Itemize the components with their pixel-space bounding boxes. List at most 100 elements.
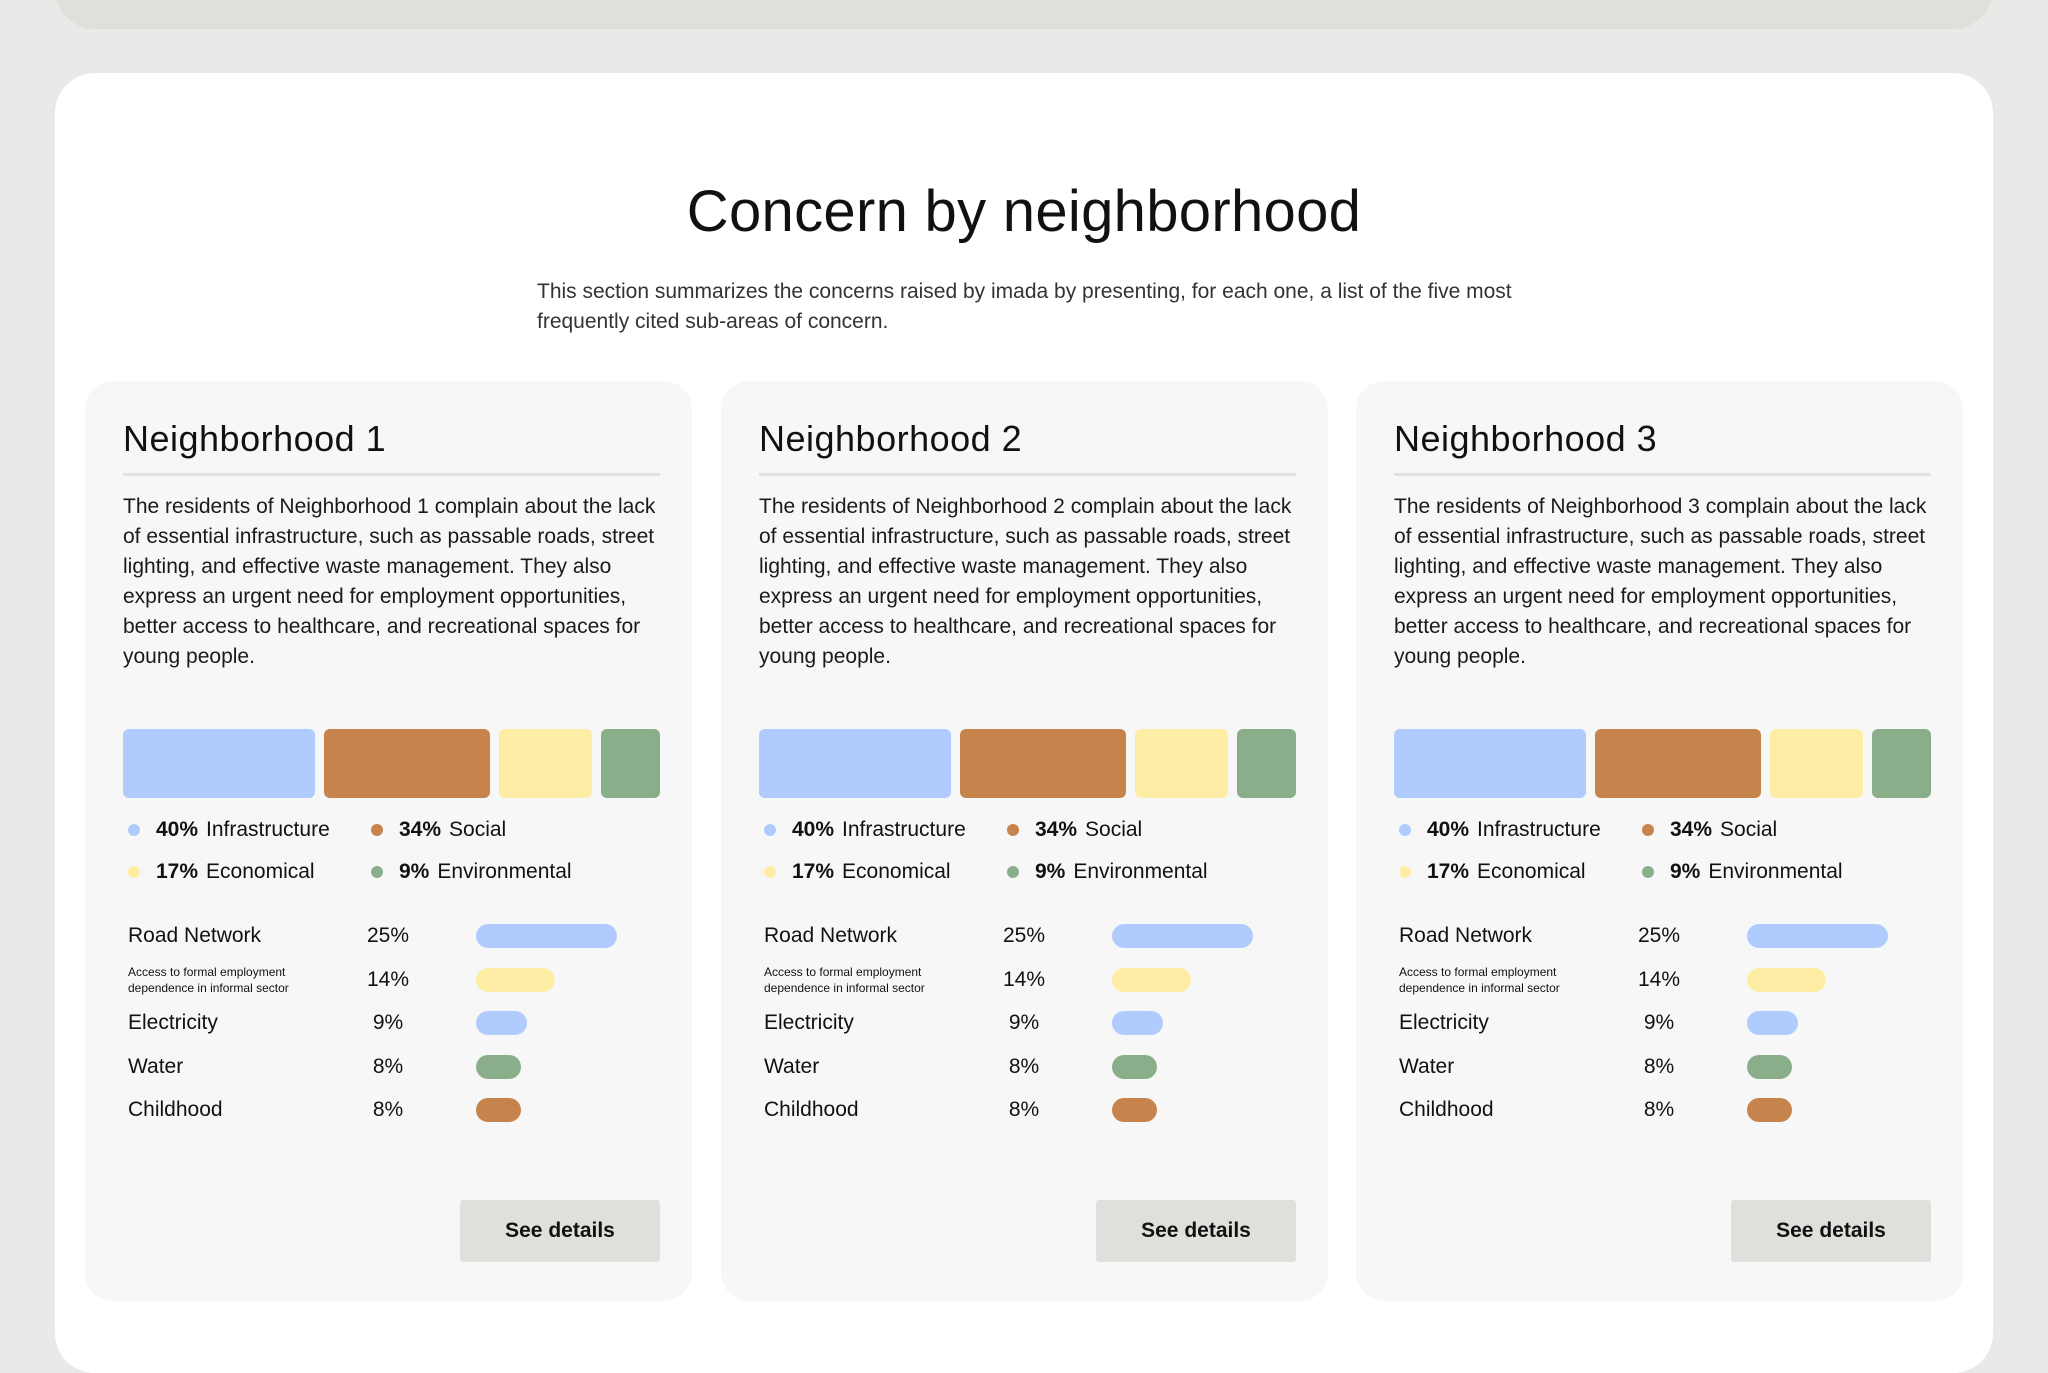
legend-percent: 40% xyxy=(1427,818,1470,841)
legend-dot-icon xyxy=(764,824,776,836)
legend-item-infrastructure: 40% Infrastructure xyxy=(764,818,966,842)
subarea-label: Childhood xyxy=(764,1098,859,1121)
card-title: Neighborhood 3 xyxy=(1394,418,1658,459)
neighborhood-card: Neighborhood 1 The residents of Neighbor… xyxy=(85,381,692,1301)
legend-percent: 34% xyxy=(1670,818,1713,841)
subarea-percent: 14% xyxy=(1637,967,1681,991)
legend-item-infrastructure: 40% Infrastructure xyxy=(128,818,330,842)
subarea-percent: 9% xyxy=(1643,1011,1675,1034)
subarea-percent: 25% xyxy=(1637,924,1681,947)
subarea-row: Water 8% xyxy=(128,1047,658,1087)
subarea-bar xyxy=(476,924,617,948)
subarea-label: Road Network xyxy=(764,924,898,947)
subarea-bar xyxy=(476,1054,522,1079)
subarea-label: Water xyxy=(1399,1054,1455,1078)
subarea-bar xyxy=(1747,1054,1793,1079)
subarea-bar xyxy=(1747,924,1888,948)
subarea-row: Childhood 8% xyxy=(1399,1090,1929,1130)
stacked-segment-social xyxy=(324,729,491,798)
subarea-percent: 14% xyxy=(366,967,410,991)
legend-label: Infrastructure xyxy=(842,818,966,841)
subarea-label: Road Network xyxy=(1399,924,1533,947)
legend-percent: 34% xyxy=(1035,818,1078,841)
subarea-row: Road Network 25% xyxy=(1399,916,1929,956)
subarea-row: Electricity 9% xyxy=(1399,1003,1929,1043)
subarea-bar xyxy=(1112,967,1191,992)
subarea-percent: 9% xyxy=(1008,1011,1040,1034)
subarea-bar xyxy=(476,1011,527,1035)
subarea-label: Electricity xyxy=(128,1011,218,1034)
subarea-bar xyxy=(1747,967,1826,992)
subarea-bar xyxy=(1747,1011,1798,1035)
section-subtitle: This section summarizes the concerns rai… xyxy=(537,280,1512,333)
legend-label: Infrastructure xyxy=(1477,818,1601,841)
subarea-bar xyxy=(1112,1011,1163,1035)
subarea-percent: 8% xyxy=(372,1054,404,1078)
card-description: The residents of Neighborhood 1 complain… xyxy=(123,495,656,668)
legend-dot-icon xyxy=(1007,824,1019,836)
subarea-label: Access to formal employment dependence i… xyxy=(128,964,289,995)
legend-label: Economical xyxy=(1477,860,1586,883)
subarea-percent: 9% xyxy=(372,1011,404,1034)
subarea-percent: 8% xyxy=(1008,1054,1040,1078)
legend-dot-icon xyxy=(128,866,140,878)
legend-percent: 17% xyxy=(156,860,199,883)
category-stacked-bar xyxy=(123,729,660,798)
legend-dot-icon xyxy=(371,866,383,878)
subarea-label: Water xyxy=(128,1054,184,1078)
section-title: Concern by neighborhood xyxy=(686,179,1362,244)
legend-label: Economical xyxy=(842,860,951,883)
subarea-row: Road Network 25% xyxy=(764,916,1294,956)
card-title: Neighborhood 2 xyxy=(759,418,1023,459)
subarea-percent: 25% xyxy=(366,924,410,947)
see-details-button[interactable]: See details xyxy=(1731,1200,1931,1262)
subarea-label: Access to formal employment dependence i… xyxy=(1399,964,1560,995)
subarea-row: Childhood 8% xyxy=(764,1090,1294,1130)
legend-dot-icon xyxy=(1642,824,1654,836)
legend-item-environmental: 9% Environmental xyxy=(371,860,572,884)
subarea-row: Electricity 9% xyxy=(764,1003,1294,1043)
subarea-label: Electricity xyxy=(1399,1011,1489,1034)
subarea-label: Childhood xyxy=(128,1098,223,1121)
top-panel xyxy=(55,0,1993,29)
stacked-segment-infrastructure xyxy=(759,729,951,798)
subarea-bar xyxy=(1112,1054,1158,1079)
legend-item-economical: 17% Economical xyxy=(128,860,315,884)
stacked-segment-environmental xyxy=(1872,729,1931,798)
subarea-percent: 8% xyxy=(1008,1098,1040,1121)
legend-percent: 40% xyxy=(792,818,835,841)
card-description: The residents of Neighborhood 3 complain… xyxy=(1394,495,1927,668)
subarea-bar xyxy=(1112,1098,1158,1122)
subarea-bar xyxy=(1747,1098,1793,1122)
neighborhood-card: Neighborhood 2 The residents of Neighbor… xyxy=(721,381,1328,1301)
card-description: The residents of Neighborhood 2 complain… xyxy=(759,495,1292,668)
subarea-row: Access to formal employment dependence i… xyxy=(1399,960,1929,1000)
legend-label: Environmental xyxy=(437,860,572,883)
see-details-button[interactable]: See details xyxy=(460,1200,660,1262)
stacked-segment-economical xyxy=(1135,729,1229,798)
legend-label: Infrastructure xyxy=(206,818,330,841)
legend-item-environmental: 9% Environmental xyxy=(1007,860,1208,884)
subarea-percent: 8% xyxy=(1643,1098,1675,1121)
subarea-row: Childhood 8% xyxy=(128,1090,658,1130)
legend-label: Social xyxy=(449,818,507,841)
legend-percent: 17% xyxy=(1427,860,1470,883)
legend-label: Economical xyxy=(206,860,315,883)
legend-dot-icon xyxy=(1007,866,1019,878)
subarea-row: Road Network 25% xyxy=(128,916,658,956)
card-divider xyxy=(1394,473,1931,476)
subarea-bar xyxy=(476,1098,522,1122)
stacked-segment-economical xyxy=(1770,729,1864,798)
see-details-button[interactable]: See details xyxy=(1096,1200,1296,1262)
legend-item-infrastructure: 40% Infrastructure xyxy=(1399,818,1601,842)
subarea-row: Access to formal employment dependence i… xyxy=(128,960,658,1000)
legend-dot-icon xyxy=(1642,866,1654,878)
legend-percent: 9% xyxy=(1670,860,1701,883)
category-stacked-bar xyxy=(1394,729,1931,798)
legend-item-economical: 17% Economical xyxy=(764,860,951,884)
legend-percent: 9% xyxy=(399,860,430,883)
card-title: Neighborhood 1 xyxy=(123,418,387,459)
card-divider xyxy=(123,473,660,476)
legend-item-economical: 17% Economical xyxy=(1399,860,1586,884)
legend-dot-icon xyxy=(128,824,140,836)
